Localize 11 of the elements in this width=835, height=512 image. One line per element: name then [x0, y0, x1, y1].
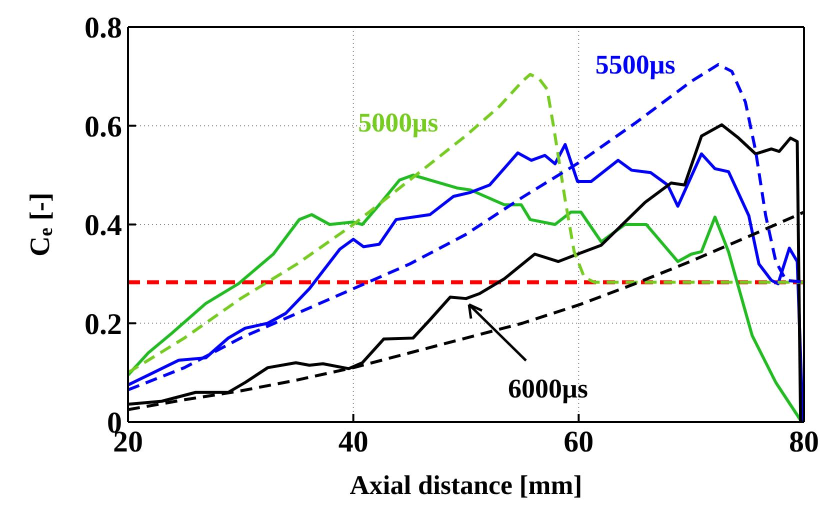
x-tick-label: 60: [564, 425, 594, 458]
x-tick-label: 80: [789, 425, 819, 458]
y-tick-label: 0.8: [84, 12, 122, 45]
y-tick-label: 0.2: [84, 308, 122, 341]
series-label: 5500µs: [595, 50, 676, 80]
y-tick-label: 0.4: [84, 209, 122, 242]
legend-label: 6000µs: [508, 374, 588, 404]
y-tick-label: 0.6: [84, 110, 122, 144]
series-label: 5000µs: [358, 107, 438, 138]
x-tick-label: 40: [338, 425, 368, 458]
x-axis-title: Axial distance [mm]: [350, 470, 582, 500]
